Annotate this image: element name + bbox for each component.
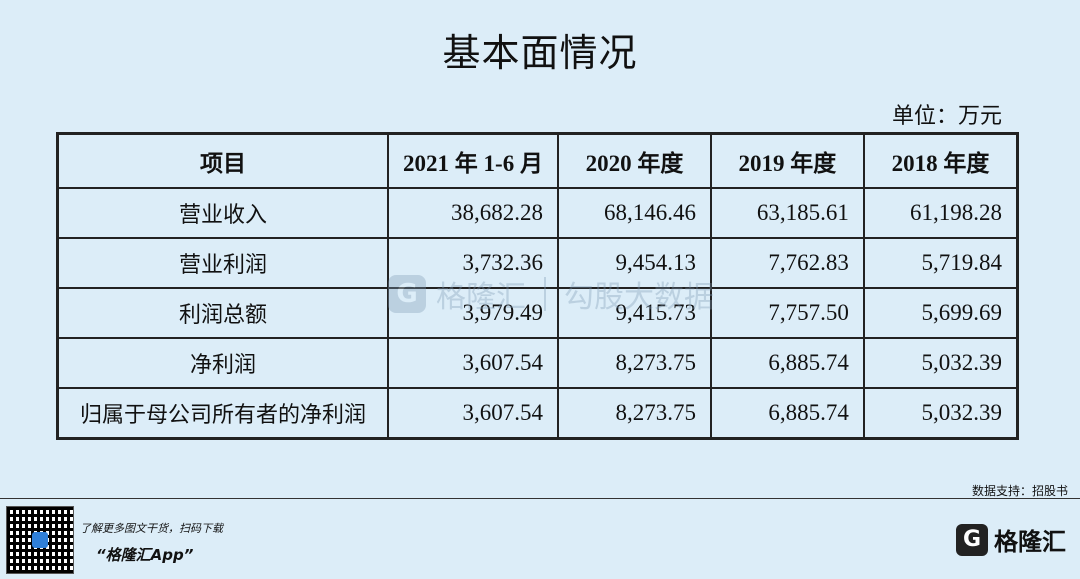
table-row: 净利润 3,607.54 8,273.75 6,885.74 5,032.39 [56,337,1019,389]
cell-value: 9,415.73 [557,287,712,339]
table-row: 营业收入 38,682.28 68,146.46 63,185.61 61,19… [56,187,1019,239]
cell-value: 3,732.36 [387,237,559,289]
cell-value: 7,757.50 [709,287,865,339]
qr-code-icon[interactable] [6,506,74,574]
header-2020: 2020 年度 [557,132,712,189]
brand-name: 格隆汇 [994,528,1066,556]
data-source: 数据支持：招股书 [971,484,1068,498]
cell-value: 3,979.49 [387,287,559,339]
cell-value: 5,032.39 [862,387,1019,440]
cell-value: 6,885.74 [709,337,865,389]
cell-value: 7,762.83 [709,237,865,289]
cell-value: 61,198.28 [862,187,1019,239]
promo-text: 了解更多图文干货，扫码下载 [80,522,223,535]
cell-value: 38,682.28 [387,187,559,239]
page-title: 基本面情况 [442,31,638,75]
cell-value: 6,885.74 [709,387,865,440]
brand-logo: G 格隆汇 [956,522,1066,557]
cell-value: 8,273.75 [557,387,712,440]
row-label: 营业利润 [56,237,389,289]
cell-value: 3,607.54 [387,337,559,389]
cell-value: 5,719.84 [862,237,1019,289]
cell-value: 9,454.13 [557,237,712,289]
header-2018: 2018 年度 [862,132,1019,189]
cell-value: 5,032.39 [862,337,1019,389]
cell-value: 68,146.46 [557,187,712,239]
qr-center-logo-icon [32,532,48,548]
table-row: 利润总额 3,979.49 9,415.73 7,757.50 5,699.69 [56,287,1019,339]
header-item: 项目 [56,132,389,189]
row-label: 营业收入 [56,187,389,239]
promo-app-name: “格隆汇App” [96,546,194,564]
row-label: 净利润 [56,337,389,389]
row-label: 归属于母公司所有者的净利润 [56,387,389,440]
row-label: 利润总额 [56,287,389,339]
table-row: 归属于母公司所有者的净利润 3,607.54 8,273.75 6,885.74… [56,387,1019,440]
cell-value: 8,273.75 [557,337,712,389]
cell-value: 5,699.69 [862,287,1019,339]
brand-g-icon: G [956,523,988,556]
table-header-row: 项目 2021 年 1-6 月 2020 年度 2019 年度 2018 年度 [56,132,1019,189]
footer-divider [0,498,1080,499]
table-row: 营业利润 3,732.36 9,454.13 7,762.83 5,719.84 [56,237,1019,289]
header-2019: 2019 年度 [709,132,865,189]
cell-value: 3,607.54 [387,387,559,440]
unit-label: 单位：万元 [891,104,1002,129]
cell-value: 63,185.61 [709,187,865,239]
financial-table: 项目 2021 年 1-6 月 2020 年度 2019 年度 2018 年度 … [56,132,1019,440]
header-2021h1: 2021 年 1-6 月 [387,132,559,189]
